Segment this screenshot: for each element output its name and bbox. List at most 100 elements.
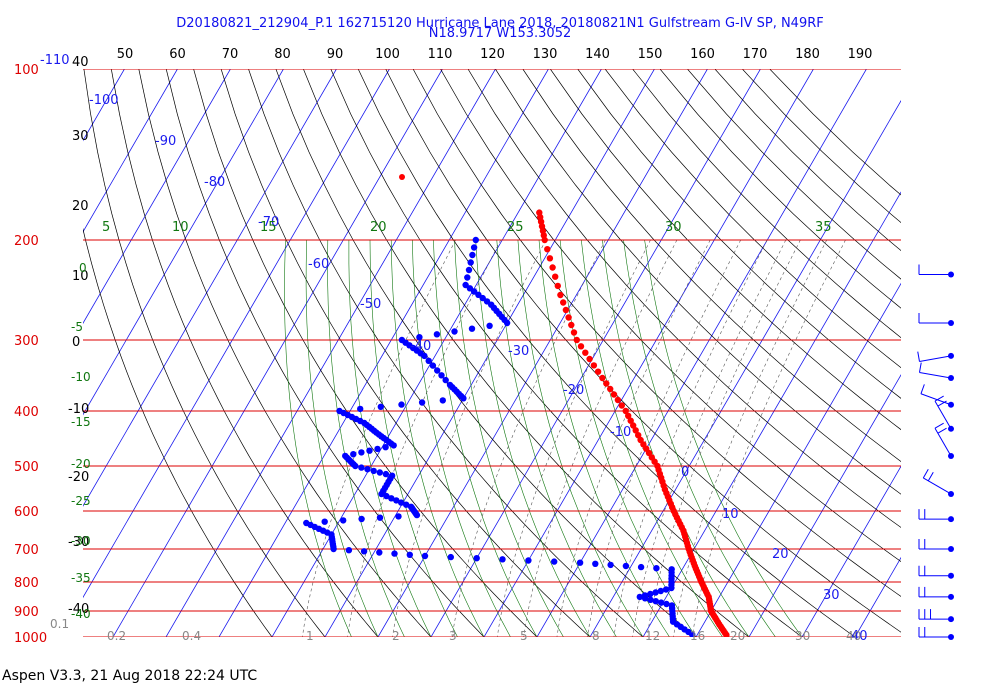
dewpoint-profile-point (421, 552, 429, 560)
theta-e-label: 35 (815, 220, 832, 235)
isotherm-line (908, 69, 1000, 637)
dewpoint-profile-point (390, 442, 397, 449)
temperature-profile-point (570, 329, 578, 336)
theta-e-left-label: -15 (71, 415, 91, 429)
pressure-label: 700 (14, 543, 39, 558)
temperature-profile-point (622, 407, 629, 415)
isotherm-label: -100 (89, 93, 119, 108)
temperature-profile-point (618, 402, 625, 409)
dry-adiabat-line (577, 69, 901, 399)
isotherm-label: 10 (722, 507, 739, 522)
isotherm-label: -60 (308, 257, 329, 272)
wind-barb-station (948, 593, 954, 600)
pressure-label: 300 (14, 334, 39, 349)
top-temperature-label: 160 (690, 47, 715, 62)
dry-adiabat-line (550, 69, 901, 431)
wind-barb-flag (918, 362, 922, 373)
dewpoint-profile-point (551, 558, 558, 565)
dry-adiabat-line (165, 69, 485, 637)
dewpoint-profile-point (465, 266, 473, 274)
theta-label: 0 (72, 335, 80, 350)
temperature-profile-point (590, 362, 598, 369)
dewpoint-profile-point (388, 495, 395, 502)
pressure-label: 100 (14, 63, 39, 78)
plot-area (83, 69, 1000, 637)
dry-adiabat-line (467, 69, 901, 528)
wind-barb-station (948, 401, 954, 408)
dewpoint-profile-point (464, 274, 471, 281)
mixing-ratio-label: 1 (306, 629, 314, 643)
temperature-profile-point (552, 273, 559, 280)
wind-barb-shaft (919, 355, 952, 362)
temperature-profile-point (586, 355, 593, 363)
dry-adiabat-line (412, 69, 901, 597)
dewpoint-profile-point (406, 551, 413, 558)
dry-adiabat-line (385, 69, 901, 633)
dewpoint-profile-point (418, 399, 426, 406)
dry-adiabat-line (275, 69, 697, 637)
mixing-ratio-line (632, 239, 787, 637)
dry-adiabat-line (522, 69, 901, 462)
dewpoint-profile-point (350, 451, 357, 458)
dewpoint-profile-point (374, 445, 381, 453)
theta-label: -10 (68, 402, 89, 417)
temperature-profile-point (577, 343, 585, 350)
dewpoint-profile-point (668, 584, 675, 592)
temperature-profile-point (549, 264, 556, 271)
isotherm-line (83, 69, 390, 599)
isotherm-line (430, 69, 761, 637)
theta-e-label: 15 (260, 220, 277, 235)
dry-adiabat-line (303, 69, 750, 637)
top-temperature-label: 150 (638, 47, 663, 62)
isotherm-label: -80 (204, 175, 225, 190)
temperature-profile-point (632, 427, 639, 434)
chart-subtitle-location: N18.9717 W153.3052 (428, 26, 572, 41)
wind-barb-station (948, 452, 954, 459)
temperature-profile-point (573, 336, 580, 344)
isotherm-line (854, 556, 901, 637)
dewpoint-profile-point (592, 560, 599, 567)
pressure-label: 900 (14, 605, 39, 620)
mixing-ratio-line (673, 239, 827, 637)
mixing-ratio-line (587, 239, 741, 637)
dewpoint-profile-point (663, 600, 670, 608)
theta-label: 20 (72, 199, 89, 214)
theta-e-left-label: -25 (71, 494, 91, 508)
isotherm-label: -20 (563, 383, 584, 398)
isotherm-line (83, 69, 231, 325)
moist-adiabat-line (390, 239, 485, 637)
moist-adiabat-line (644, 239, 803, 637)
dewpoint-profile-point (378, 490, 385, 498)
top-temperature-label: 100 (375, 47, 400, 62)
dewpoint-profile-point (398, 499, 405, 506)
temperature-profile-point (630, 422, 637, 429)
temperature-outlier-point (399, 174, 405, 180)
dry-adiabat-line (83, 69, 326, 637)
dewpoint-profile-point (391, 550, 398, 557)
wind-barb-flag (917, 351, 920, 362)
dewpoint-profile-point (413, 511, 421, 519)
wind-barb-column (917, 264, 954, 640)
wind-barb-flag (937, 427, 947, 434)
temperature-profile-point (627, 417, 634, 424)
theta-e-left-label: -30 (71, 534, 91, 548)
mixing-ratio-line (497, 239, 651, 637)
dewpoint-profile-point (382, 470, 390, 478)
wind-barb-station (948, 375, 954, 382)
dewpoint-profile-point (460, 395, 467, 402)
dewpoint-profile-point (425, 357, 432, 364)
dewpoint-profile-point (376, 514, 384, 521)
wind-barb-station (948, 271, 954, 278)
theta-label: -20 (68, 470, 89, 485)
wind-barb-flag (927, 471, 934, 482)
dewpoint-profile-point (383, 492, 390, 500)
moist-adiabat-line (538, 239, 670, 637)
mixing-ratio-line (392, 239, 547, 637)
isotherm-line (748, 374, 901, 637)
dewpoint-profile-point (652, 589, 659, 596)
top-temperature-label: 60 (169, 47, 186, 62)
dewpoint-profile-point (393, 497, 400, 504)
dewpoint-profile-point (421, 352, 428, 360)
dewpoint-profile-point (416, 334, 423, 341)
isotherm-line (642, 191, 901, 637)
